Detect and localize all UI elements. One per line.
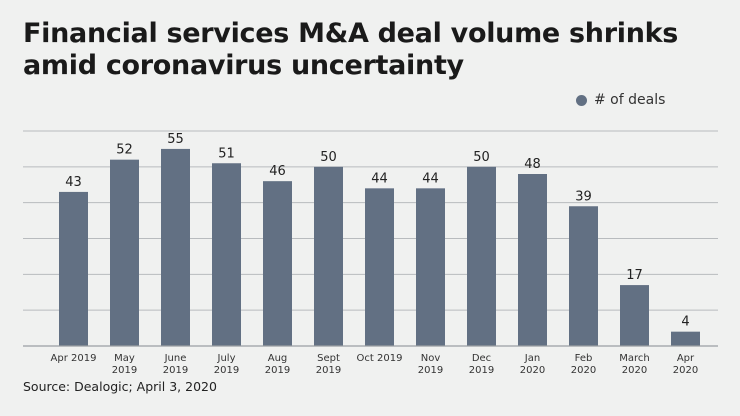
chart-title: Financial services M&A deal volume shrin…	[23, 18, 679, 81]
x-tick-label: 2020	[571, 365, 596, 376]
bar	[518, 174, 547, 346]
bar	[416, 188, 445, 346]
data-label: 55	[167, 132, 184, 147]
x-tick-label: Apr	[677, 353, 695, 364]
bar	[569, 206, 598, 346]
x-tick-label: Jan	[524, 353, 540, 364]
data-label: 4	[681, 315, 689, 330]
bar	[263, 181, 292, 346]
bar	[110, 159, 139, 346]
data-label: 46	[269, 164, 286, 179]
bar	[314, 166, 343, 346]
x-tick-label: Sept	[317, 353, 340, 364]
x-tick-label: 2019	[316, 365, 341, 376]
x-tick-label: 2019	[418, 365, 443, 376]
bar	[161, 148, 190, 346]
x-tick-label: Apr 2019	[51, 353, 97, 364]
data-label: 50	[473, 150, 490, 165]
x-tick-label: 2020	[520, 365, 545, 376]
x-tick-label: 2020	[673, 365, 698, 376]
x-tick-label: March	[619, 353, 649, 364]
x-tick-label: 2020	[622, 365, 647, 376]
x-tick-label: 2019	[265, 365, 290, 376]
bar	[671, 331, 700, 346]
x-tick-label: Aug	[268, 353, 288, 364]
x-tick-label: Dec	[472, 353, 491, 364]
data-label: 39	[575, 189, 592, 204]
source-note: Source: Dealogic; April 3, 2020	[23, 379, 217, 394]
data-label: 48	[524, 157, 541, 172]
legend-label: # of deals	[594, 92, 666, 108]
x-tick-label: July	[217, 353, 236, 364]
legend-swatch	[576, 94, 587, 106]
bar	[620, 285, 649, 346]
data-label: 44	[422, 171, 439, 186]
legend: # of deals	[576, 92, 665, 108]
bar	[467, 166, 496, 346]
x-tick-label: 2019	[469, 365, 494, 376]
data-label: 50	[320, 150, 337, 165]
bar	[365, 188, 394, 346]
x-tick-label: 2019	[112, 365, 137, 376]
data-label: 17	[626, 268, 643, 283]
x-tick-label: Nov	[421, 353, 441, 364]
x-tick-label: 2019	[214, 365, 239, 376]
data-label: 52	[116, 143, 133, 158]
x-tick-label: 2019	[163, 365, 188, 376]
data-label: 44	[371, 171, 388, 186]
x-tick-label: Feb	[575, 353, 593, 364]
x-tick-label: May	[114, 353, 135, 364]
x-tick-label: Oct 2019	[357, 353, 403, 364]
data-label: 43	[65, 175, 82, 190]
data-label: 51	[218, 146, 235, 161]
bar	[59, 191, 88, 346]
x-tick-label: June	[164, 353, 187, 364]
bar	[212, 163, 241, 346]
